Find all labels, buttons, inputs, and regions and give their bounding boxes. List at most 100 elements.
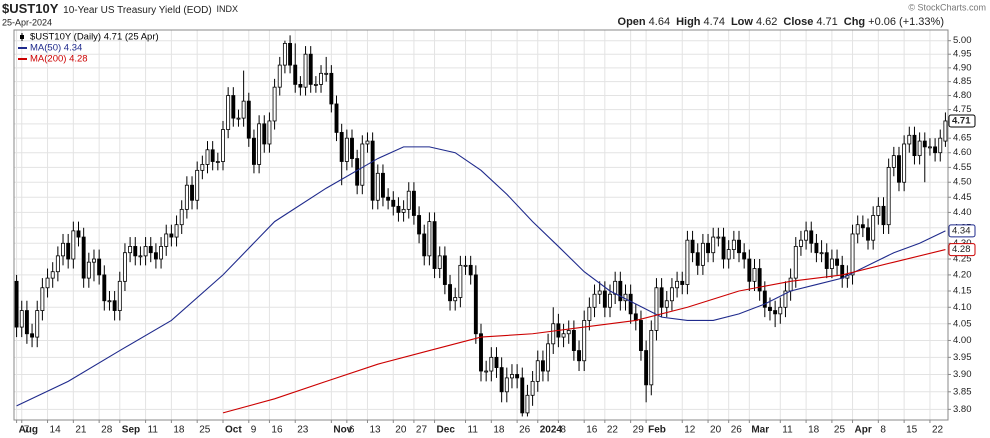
y-tick-label: 4.25 <box>953 254 972 265</box>
candle-body <box>922 140 927 148</box>
candle-body <box>375 172 380 201</box>
candle-body <box>329 72 334 105</box>
candle-body <box>313 83 318 86</box>
header: $UST10Y 10-Year US Treasury Yield (EOD) … <box>2 1 238 16</box>
candle-body <box>241 100 246 119</box>
candle-body <box>164 233 169 247</box>
candle-body <box>81 236 86 279</box>
candle-body <box>912 134 917 157</box>
y-tick-label: 3.90 <box>953 369 972 380</box>
y-tick-label: 4.40 <box>953 207 972 218</box>
candle-body <box>473 274 478 335</box>
candle-body <box>540 360 545 372</box>
candle-body <box>102 274 107 302</box>
x-tick-label: Mar <box>751 425 769 436</box>
candle-body <box>55 255 60 273</box>
candle-body <box>633 313 638 321</box>
x-tick-label: Dec <box>437 425 456 436</box>
y-tick-label: 4.20 <box>953 269 972 280</box>
candle-body <box>293 64 298 85</box>
candle-body <box>685 239 690 285</box>
candle-body <box>907 134 912 145</box>
candle-body <box>824 252 829 269</box>
candle-body <box>700 242 705 266</box>
candle-body <box>866 227 870 241</box>
candle-body <box>680 280 685 285</box>
candle-body <box>448 284 452 302</box>
x-tick-label: Sep <box>122 425 140 436</box>
x-tick-label: 12 <box>684 425 696 436</box>
candle-body <box>122 252 127 282</box>
value-box <box>948 224 976 238</box>
x-tick-label: 11 <box>782 425 793 436</box>
candle-body <box>215 161 220 163</box>
candle-body <box>339 132 344 162</box>
candle-body <box>319 72 323 85</box>
candle-body <box>742 252 747 260</box>
candle-body <box>943 120 948 142</box>
candle-body <box>706 242 710 254</box>
quote-label: Open <box>618 16 646 28</box>
candle-body <box>179 208 184 226</box>
candle-body <box>504 377 509 393</box>
x-tick-label: 22 <box>607 425 619 436</box>
candle-body <box>277 64 282 88</box>
x-tick-label: 11 <box>148 425 159 436</box>
candle-body <box>143 246 148 257</box>
candle-body <box>14 280 19 328</box>
chart-title: 10-Year US Treasury Yield (EOD) <box>63 5 212 16</box>
candle-body <box>40 287 45 311</box>
quote-label: Chg <box>844 16 865 28</box>
candle-body <box>133 246 138 257</box>
candle-body <box>35 310 40 338</box>
quote-value: 4.74 <box>704 16 725 28</box>
candle-body <box>510 374 514 379</box>
axes: 5.004.954.904.854.804.754.704.654.604.55… <box>16 35 976 436</box>
value-label: 4.34 <box>952 225 971 236</box>
candle-body <box>762 290 767 308</box>
candle-body <box>809 230 814 244</box>
quote-label: Low <box>731 16 753 28</box>
candle-body <box>535 360 540 382</box>
exchange: INDX <box>217 4 239 14</box>
y-tick-label: 4.05 <box>953 318 972 329</box>
candle-body <box>231 95 236 119</box>
candle-body <box>226 95 231 130</box>
candle-body <box>639 320 643 351</box>
candle-body <box>798 239 803 247</box>
x-tick-label: 20 <box>710 425 722 436</box>
candle-body <box>422 233 427 257</box>
y-tick-label: 4.80 <box>953 90 972 101</box>
candle-body <box>453 297 458 302</box>
candle-body <box>437 255 442 269</box>
x-tick-label: 18 <box>808 425 820 436</box>
candle-body <box>308 53 313 85</box>
candle-body <box>757 268 762 292</box>
candle-body <box>370 140 375 201</box>
candle-body <box>107 300 112 303</box>
candle-body <box>768 306 772 311</box>
candle-body <box>933 146 938 154</box>
y-tick-label: 4.10 <box>953 302 972 313</box>
candle-body <box>190 184 194 201</box>
candle-body <box>92 258 96 263</box>
x-tick-label: 22 <box>932 425 944 436</box>
candle-body <box>489 356 494 372</box>
candle-body <box>257 123 262 165</box>
y-tick-label: 3.80 <box>953 404 972 415</box>
candle-body <box>484 370 489 373</box>
candle-body <box>721 236 726 260</box>
candle-body <box>252 137 256 165</box>
candle-body <box>695 252 700 266</box>
candle-body <box>840 264 845 279</box>
quote: Open 4.64 High 4.74 Low 4.62 Close 4.71 Chg +0.06… <box>618 16 944 28</box>
candle-body <box>406 190 411 210</box>
quote-value: 4.71 <box>816 16 837 28</box>
candle-body <box>112 300 117 311</box>
candle-body <box>221 129 225 162</box>
x-tick-label: 18 <box>173 425 185 436</box>
candle-body <box>350 137 354 159</box>
candle-body <box>561 333 566 338</box>
candle-body <box>282 42 287 66</box>
